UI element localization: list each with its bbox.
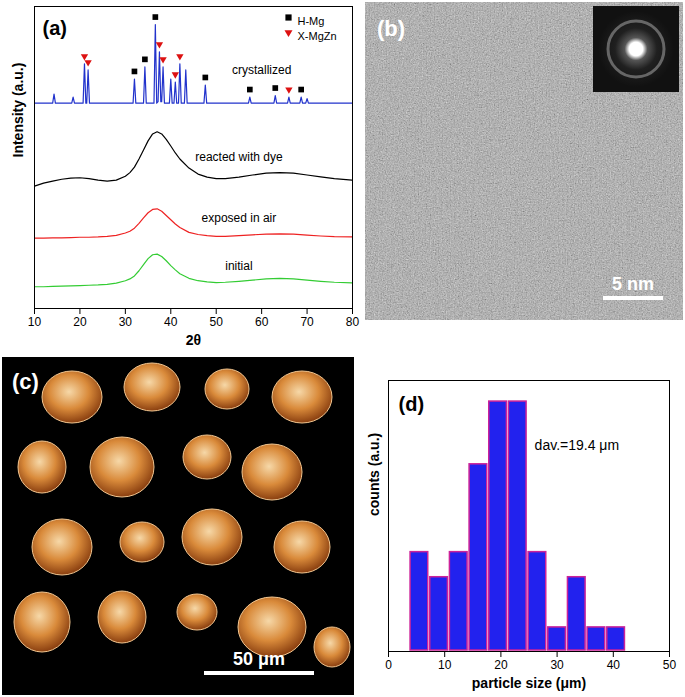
svg-text:(c): (c) (12, 369, 39, 394)
svg-text:(d): (d) (399, 393, 425, 415)
svg-text:counts (a.u.): counts (a.u.) (366, 433, 382, 516)
svg-text:(a): (a) (43, 17, 67, 39)
svg-text:80: 80 (346, 315, 360, 329)
svg-text:50: 50 (210, 315, 224, 329)
svg-text:H-Mg: H-Mg (298, 15, 325, 27)
svg-text:10: 10 (438, 658, 452, 672)
svg-text:crystallized: crystallized (232, 63, 291, 77)
svg-text:40: 40 (607, 658, 621, 672)
svg-text:30: 30 (119, 315, 133, 329)
svg-text:X-MgZn: X-MgZn (298, 30, 337, 42)
svg-text:particle size (μm): particle size (μm) (472, 675, 586, 691)
svg-text:dav.=19.4 μm: dav.=19.4 μm (535, 437, 619, 453)
svg-text:initial: initial (225, 259, 252, 273)
svg-text:reacted with dye: reacted with dye (195, 150, 283, 164)
svg-text:40: 40 (164, 315, 178, 329)
svg-text:20: 20 (73, 315, 87, 329)
svg-text:30: 30 (550, 658, 564, 672)
svg-text:20: 20 (494, 658, 508, 672)
svg-text:50: 50 (663, 658, 677, 672)
svg-text:0: 0 (385, 658, 392, 672)
svg-text:5 nm: 5 nm (612, 274, 654, 294)
svg-text:70: 70 (300, 315, 314, 329)
svg-text:10: 10 (28, 315, 42, 329)
svg-text:Intensity (a.u.): Intensity (a.u.) (10, 63, 26, 158)
svg-text:(b): (b) (377, 16, 405, 41)
svg-text:exposed in air: exposed in air (202, 211, 277, 225)
svg-text:2θ: 2θ (186, 332, 201, 348)
svg-text:60: 60 (255, 315, 269, 329)
svg-text:50 μm: 50 μm (233, 649, 285, 669)
